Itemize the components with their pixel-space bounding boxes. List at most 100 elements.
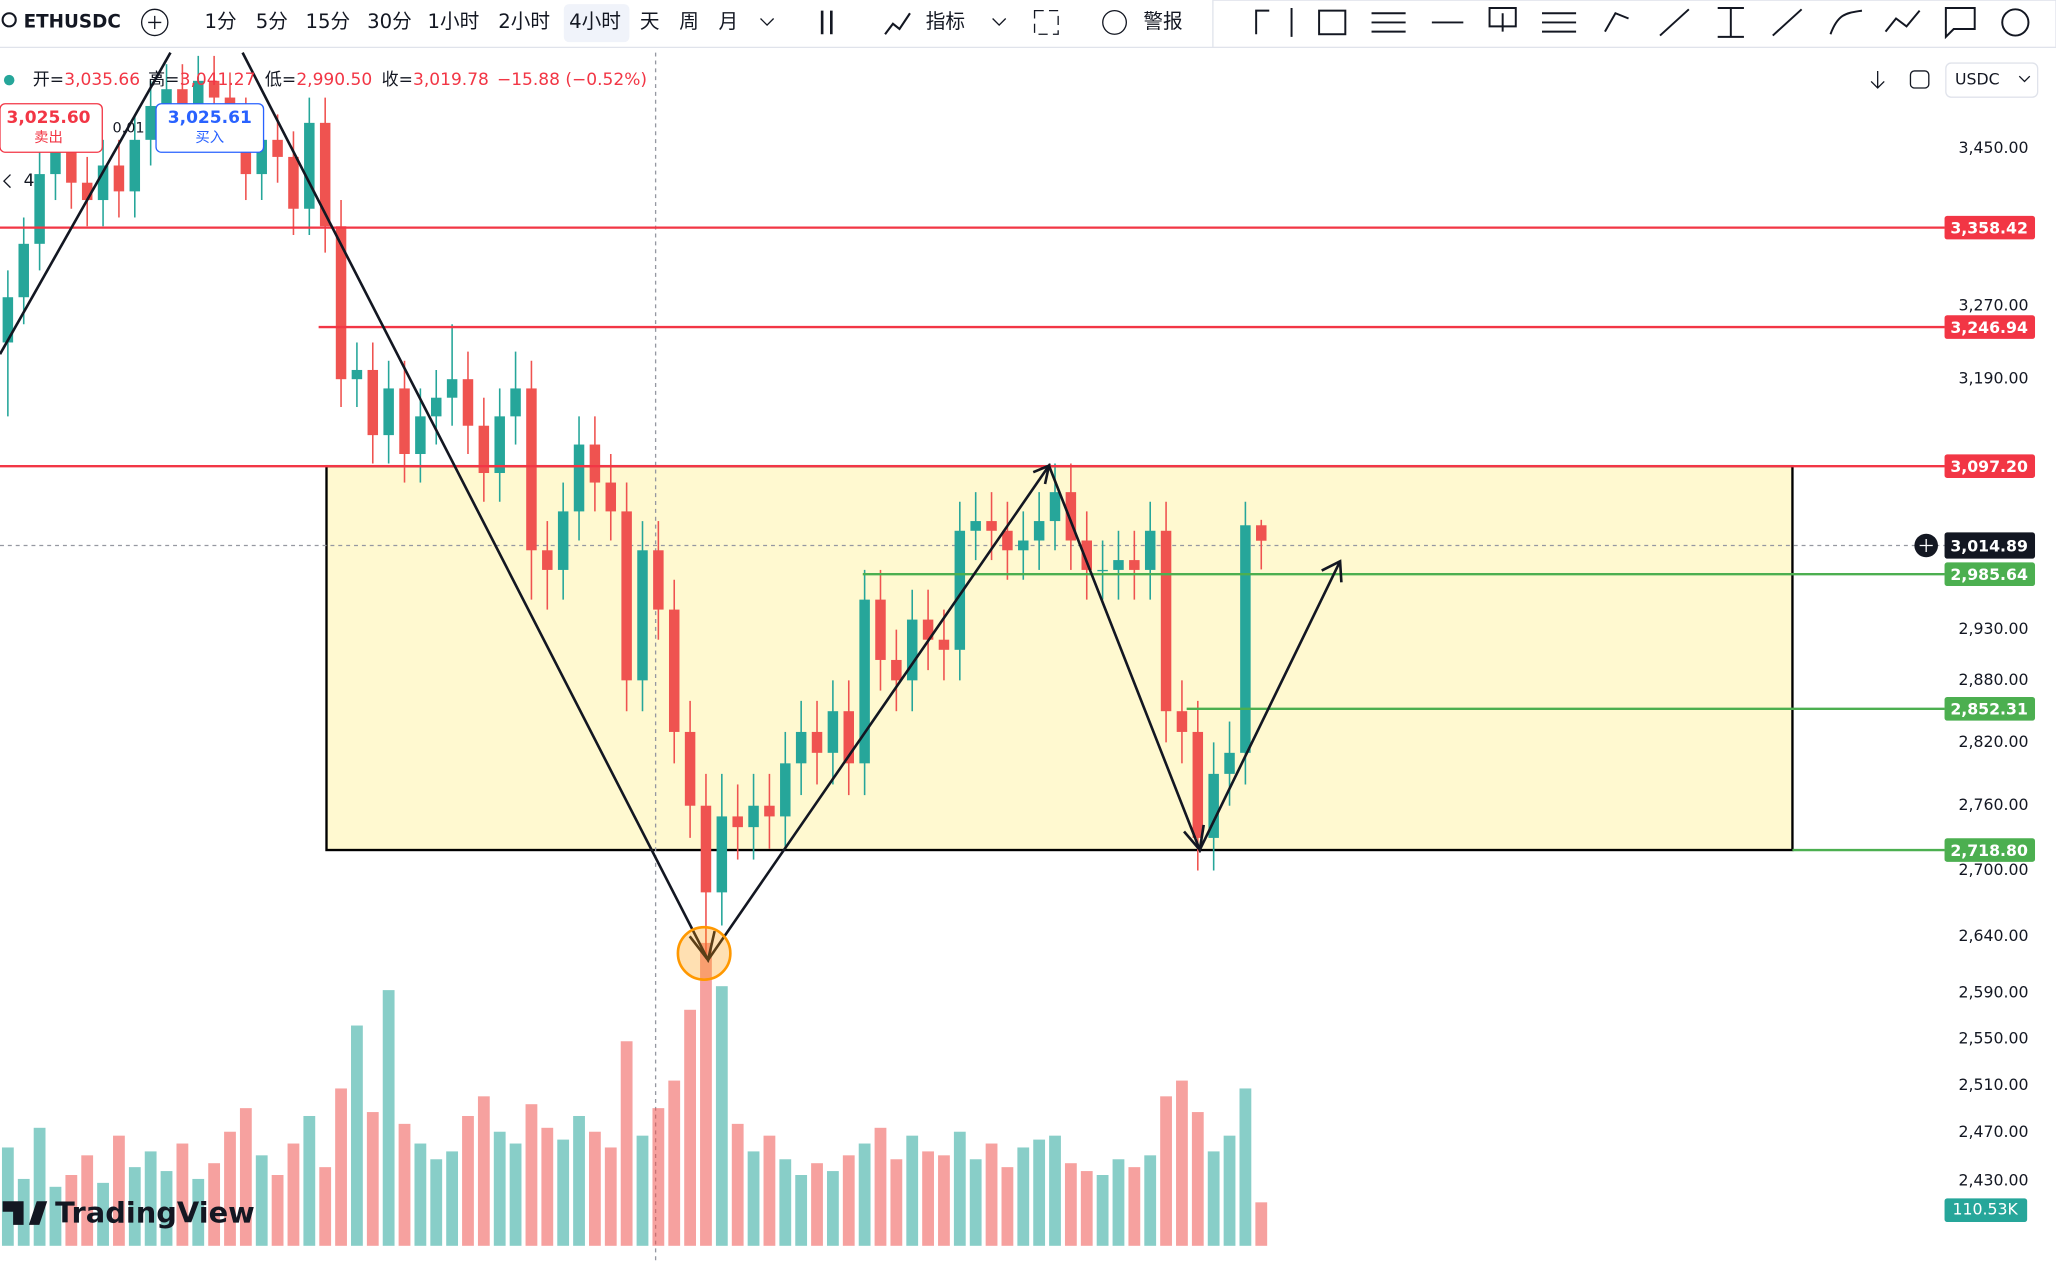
- candle-body: [1160, 530, 1172, 712]
- volume-bar: [636, 1135, 649, 1246]
- sell-price: 3,025.60: [6, 108, 90, 128]
- interval-button[interactable]: 15分: [306, 10, 351, 33]
- volume-bar: [49, 1186, 62, 1246]
- volume-bar: [1080, 1171, 1093, 1246]
- legend-text: 3,041.27: [180, 70, 256, 90]
- volume-bar: [303, 1115, 316, 1246]
- volume-bar: [382, 990, 395, 1246]
- low-marker: [676, 925, 732, 981]
- candle-body: [684, 731, 696, 806]
- buy-label: 买入: [195, 129, 224, 146]
- scale-currency-button[interactable]: [1945, 62, 2039, 98]
- volume-bar: [1239, 1088, 1252, 1246]
- volume-bar: [858, 1143, 871, 1246]
- alerts-button[interactable]: 警报: [1143, 10, 1182, 33]
- legend-text: 2,990.50: [296, 70, 372, 90]
- level-label: 2,852.31: [1950, 700, 2028, 719]
- interval-button[interactable]: 2小时: [498, 10, 550, 33]
- volume-bar: [128, 1167, 141, 1246]
- interval-button[interactable]: 4小时: [569, 10, 621, 33]
- volume-bar: [33, 1127, 46, 1246]
- candle-body: [986, 521, 997, 531]
- candle-body: [2, 297, 14, 343]
- candle-body: [621, 511, 632, 681]
- drawing-tools[interactable]: [1255, 7, 2030, 40]
- interval-button[interactable]: 1小时: [427, 10, 479, 33]
- spread: 0.01: [112, 121, 144, 137]
- interval-menu[interactable]: [760, 18, 775, 26]
- indicator-icon[interactable]: [884, 12, 911, 35]
- candle-body: [1208, 773, 1219, 838]
- candle-body: [1113, 560, 1124, 570]
- layout-icon[interactable]: [1033, 9, 1059, 35]
- add-symbol[interactable]: [140, 8, 169, 37]
- candle-body: [494, 416, 505, 474]
- volume-bar: [668, 1080, 681, 1246]
- candle-body: [811, 731, 823, 753]
- volume-bar: [255, 1155, 268, 1246]
- volume-bar: [1255, 1202, 1268, 1246]
- y-tick-label: 3,270.00: [1958, 296, 2028, 315]
- level-label-bg: [1944, 315, 2036, 339]
- symbol[interactable]: ETHUSDC: [24, 11, 121, 32]
- candle-body: [1192, 731, 1204, 838]
- candle-body: [748, 805, 759, 828]
- volume-bar: [366, 1112, 379, 1246]
- interval-button[interactable]: 月: [719, 10, 739, 33]
- candle-body: [272, 139, 283, 157]
- interval-button[interactable]: 5分: [256, 10, 288, 33]
- watermark: TradingView: [55, 1195, 255, 1229]
- reset-scale[interactable]: [1909, 70, 1930, 89]
- search-icon[interactable]: [1, 12, 17, 28]
- candle-body: [367, 369, 379, 436]
- candle-body: [859, 599, 870, 764]
- volume-bar: [747, 1151, 760, 1246]
- level-label-bg: [1944, 697, 2036, 721]
- candle-body: [430, 397, 442, 417]
- interval-button[interactable]: 1分: [205, 10, 237, 33]
- level-label: 2,718.80: [1950, 841, 2028, 860]
- candle-body: [557, 511, 569, 570]
- scroll-down[interactable]: [1870, 70, 1885, 89]
- candle-body: [1240, 525, 1251, 753]
- y-tick-label: 2,640.00: [1958, 926, 2028, 945]
- scale-menu[interactable]: [2018, 75, 2031, 83]
- indicator-menu[interactable]: [992, 18, 1007, 26]
- candle-body: [18, 243, 29, 298]
- volume-label: 110.53K: [1953, 1200, 2019, 1219]
- arrow-head: [1032, 463, 1051, 485]
- candle-body: [256, 139, 267, 175]
- candle-body: [1018, 540, 1029, 551]
- alert-icon[interactable]: [1102, 9, 1127, 35]
- volume-bar: [113, 1135, 125, 1246]
- buy-button[interactable]: [155, 103, 265, 153]
- y-tick-label: 2,590.00: [1958, 982, 2028, 1001]
- volume-bar: [335, 1088, 347, 1246]
- y-tick-label: 2,820.00: [1958, 732, 2028, 751]
- volume-bar: [573, 1115, 585, 1246]
- volume-label-bg: [1944, 1198, 2028, 1222]
- candle-body: [335, 226, 347, 380]
- interval-button[interactable]: 天: [640, 10, 660, 33]
- buy-price: 3,025.61: [168, 108, 252, 128]
- candle-body: [843, 711, 855, 764]
- level-label-bg: [1944, 562, 2036, 587]
- candle-body: [288, 156, 299, 209]
- candle-body: [81, 182, 93, 201]
- interval-button[interactable]: 30分: [367, 10, 412, 33]
- candle-body: [526, 388, 537, 551]
- sell-button[interactable]: [0, 103, 103, 153]
- interval-button[interactable]: 周: [679, 10, 699, 33]
- chart-type-icon[interactable]: [820, 10, 833, 35]
- volume-bar: [874, 1127, 887, 1246]
- volume-bar: [446, 1151, 459, 1246]
- y-tick-label: 2,550.00: [1958, 1028, 2028, 1047]
- candle-body: [34, 174, 45, 244]
- logo-mark: [2, 1201, 48, 1225]
- lots-toggle[interactable]: [3, 174, 11, 189]
- indicators-button[interactable]: 指标: [926, 10, 965, 33]
- volume-bar: [462, 1115, 474, 1246]
- candle-body: [1049, 492, 1061, 522]
